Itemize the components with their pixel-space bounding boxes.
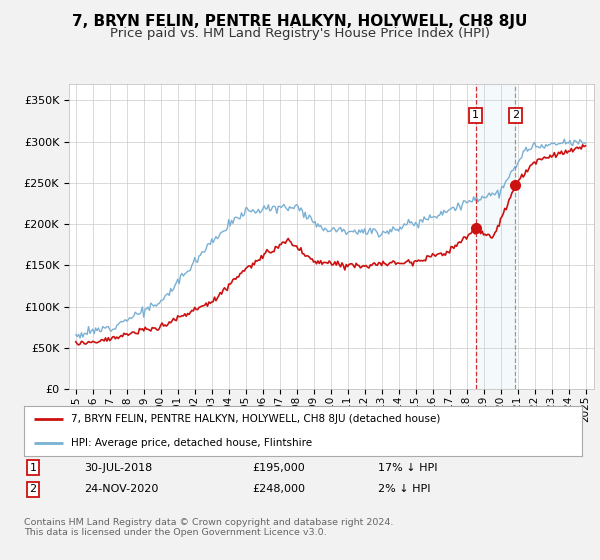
- Text: 7, BRYN FELIN, PENTRE HALKYN, HOLYWELL, CH8 8JU (detached house): 7, BRYN FELIN, PENTRE HALKYN, HOLYWELL, …: [71, 414, 441, 424]
- Text: £195,000: £195,000: [252, 463, 305, 473]
- Text: 1: 1: [472, 110, 479, 120]
- Text: 30-JUL-2018: 30-JUL-2018: [84, 463, 152, 473]
- Text: 2: 2: [512, 110, 519, 120]
- Text: Price paid vs. HM Land Registry's House Price Index (HPI): Price paid vs. HM Land Registry's House …: [110, 27, 490, 40]
- Text: 1: 1: [29, 463, 37, 473]
- Text: 2: 2: [29, 484, 37, 494]
- Text: £248,000: £248,000: [252, 484, 305, 494]
- Text: 2% ↓ HPI: 2% ↓ HPI: [378, 484, 431, 494]
- Text: 17% ↓ HPI: 17% ↓ HPI: [378, 463, 437, 473]
- Text: 7, BRYN FELIN, PENTRE HALKYN, HOLYWELL, CH8 8JU: 7, BRYN FELIN, PENTRE HALKYN, HOLYWELL, …: [73, 14, 527, 29]
- Text: HPI: Average price, detached house, Flintshire: HPI: Average price, detached house, Flin…: [71, 438, 313, 449]
- Text: 24-NOV-2020: 24-NOV-2020: [84, 484, 158, 494]
- Text: Contains HM Land Registry data © Crown copyright and database right 2024.
This d: Contains HM Land Registry data © Crown c…: [24, 518, 394, 538]
- Bar: [476, 84, 515, 389]
